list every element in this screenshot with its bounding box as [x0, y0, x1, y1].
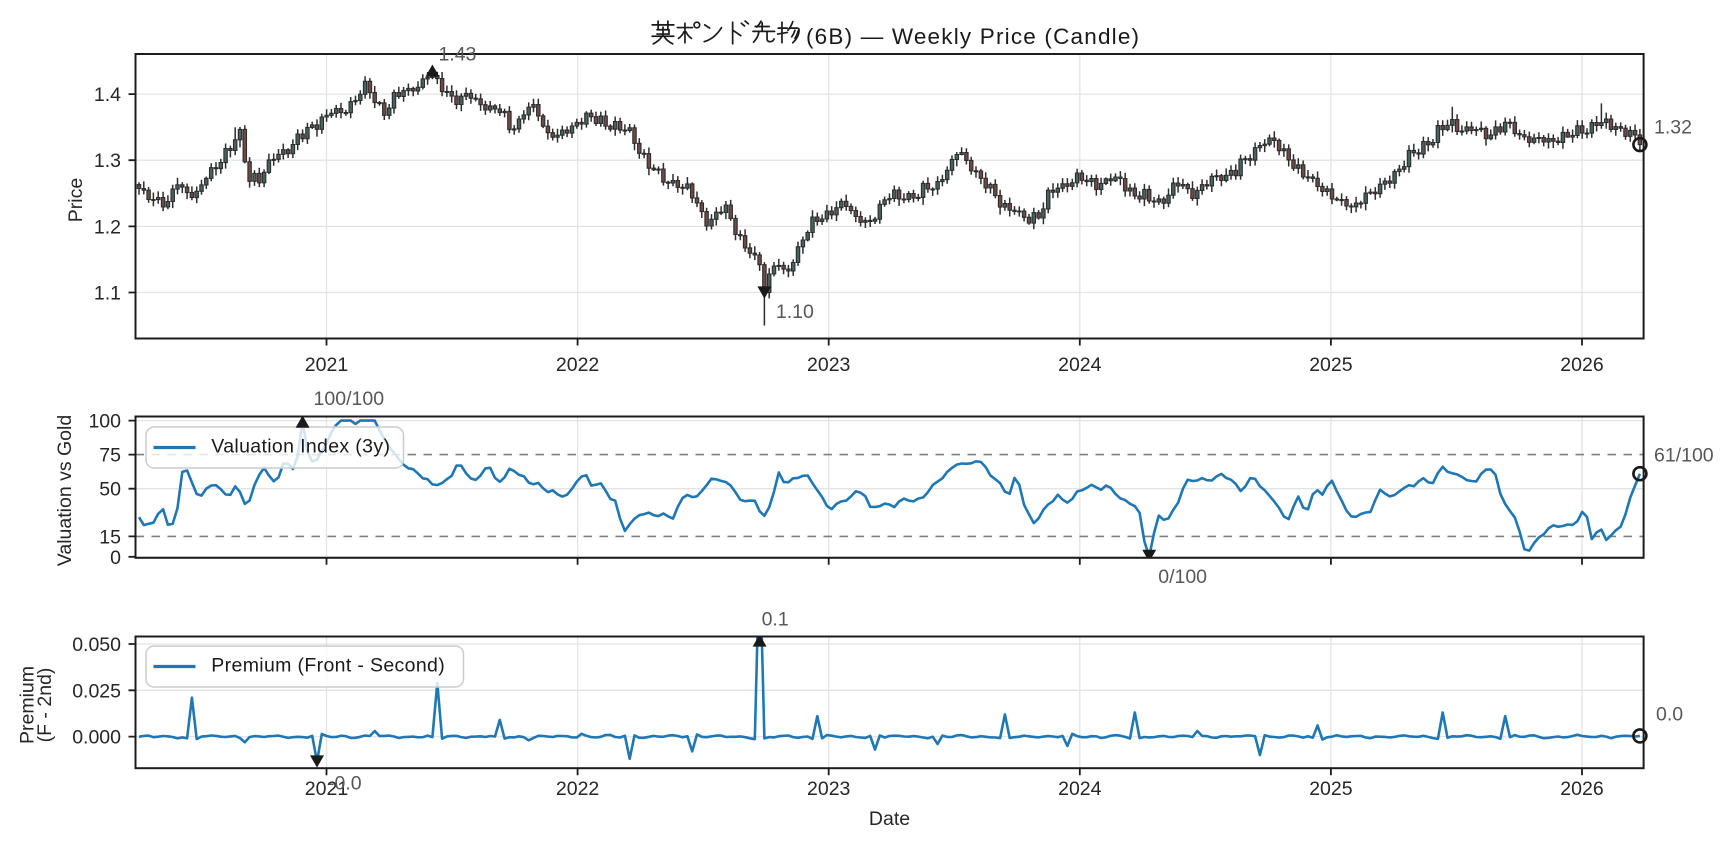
svg-text:0.0: 0.0 — [1656, 704, 1683, 726]
svg-text:1.1: 1.1 — [94, 282, 121, 304]
svg-text:75: 75 — [99, 445, 121, 467]
svg-text:100: 100 — [88, 411, 121, 433]
svg-text:0.025: 0.025 — [72, 680, 121, 702]
svg-text:2021: 2021 — [305, 778, 348, 800]
svg-text:50: 50 — [99, 479, 121, 501]
svg-text:0: 0 — [110, 547, 121, 569]
svg-text:2022: 2022 — [556, 778, 599, 800]
svg-text:1.32: 1.32 — [1654, 117, 1692, 139]
svg-text:15: 15 — [99, 526, 121, 548]
svg-text:2022: 2022 — [556, 354, 599, 376]
svg-text:Premium (Front - Second): Premium (Front - Second) — [211, 655, 445, 677]
svg-text:2024: 2024 — [1058, 354, 1102, 376]
svg-text:0.000: 0.000 — [72, 727, 121, 749]
svg-text:2025: 2025 — [1309, 778, 1353, 800]
svg-text:Date: Date — [869, 808, 910, 830]
svg-text:0/100: 0/100 — [1158, 566, 1207, 588]
svg-text:2026: 2026 — [1560, 354, 1603, 376]
svg-text:2023: 2023 — [807, 778, 850, 800]
svg-text:1.43: 1.43 — [438, 44, 476, 66]
svg-text:61/100: 61/100 — [1654, 445, 1714, 467]
svg-text:0.1: 0.1 — [762, 609, 789, 631]
svg-text:(6B) — Weekly Price (Candle): (6B) — Weekly Price (Candle) — [806, 24, 1140, 49]
svg-text:2023: 2023 — [807, 354, 850, 376]
svg-text:Price: Price — [65, 178, 87, 222]
svg-text:1.3: 1.3 — [94, 150, 121, 172]
svg-text:2021: 2021 — [305, 354, 348, 376]
svg-text:1.10: 1.10 — [776, 301, 814, 323]
svg-text:1.2: 1.2 — [94, 216, 121, 238]
svg-text:2024: 2024 — [1058, 778, 1102, 800]
svg-text:100/100: 100/100 — [314, 388, 385, 410]
svg-text:Valuation Index (3y): Valuation Index (3y) — [211, 436, 390, 458]
svg-text:Valuation vs Gold: Valuation vs Gold — [54, 415, 76, 566]
svg-text:2025: 2025 — [1309, 354, 1353, 376]
svg-text:1.4: 1.4 — [94, 84, 121, 106]
svg-text:0.050: 0.050 — [72, 634, 121, 656]
svg-text:(F - 2nd): (F - 2nd) — [34, 668, 56, 743]
svg-text:Premium: Premium — [17, 666, 39, 744]
svg-text:-0.0: -0.0 — [328, 773, 362, 795]
svg-text:2026: 2026 — [1560, 778, 1603, 800]
